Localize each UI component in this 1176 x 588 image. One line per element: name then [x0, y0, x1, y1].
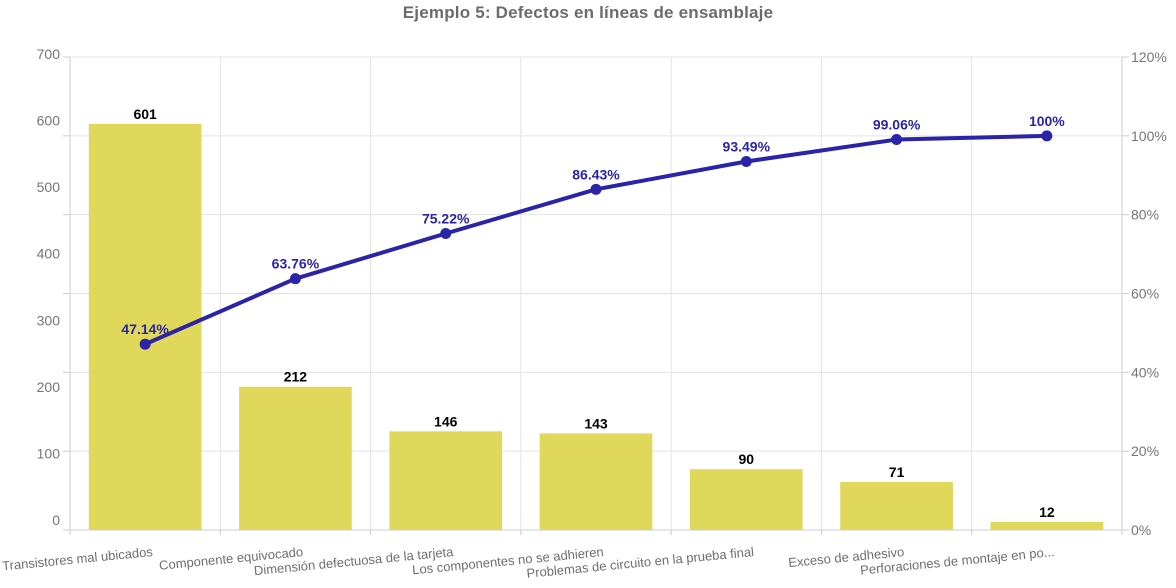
line-point-0[interactable] — [139, 338, 151, 350]
bar-6[interactable] — [990, 521, 1104, 530]
line-point-4[interactable] — [740, 155, 752, 167]
bar-value-label: 71 — [889, 464, 905, 480]
percent-label: 100% — [1029, 113, 1065, 129]
left-axis-label: 200 — [37, 379, 61, 395]
bar-value-label: 90 — [738, 451, 754, 467]
left-axis-label: 0 — [52, 512, 60, 528]
category-label: Transistores mal ubicados — [1, 544, 153, 573]
right-axis-label: 40% — [1131, 364, 1159, 380]
right-axis-label: 120% — [1131, 49, 1167, 65]
line-point-6[interactable] — [1041, 130, 1053, 142]
right-axis-label: 80% — [1131, 207, 1159, 223]
bar-2[interactable] — [389, 431, 503, 530]
bar-value-label: 143 — [584, 415, 608, 431]
left-axis-label: 600 — [37, 113, 61, 129]
percent-label: 86.43% — [572, 166, 620, 182]
right-axis-label: 0% — [1131, 522, 1151, 538]
bar-1[interactable] — [239, 386, 352, 530]
right-axis-label: 60% — [1131, 286, 1159, 302]
left-axis-label: 300 — [37, 312, 61, 328]
bar-value-label: 601 — [133, 106, 157, 122]
bar-value-label: 12 — [1039, 504, 1055, 520]
percent-label: 47.14% — [121, 321, 169, 337]
left-axis-label: 400 — [37, 246, 61, 262]
right-axis-label: 20% — [1131, 443, 1159, 459]
left-axis-label: 700 — [37, 46, 61, 62]
left-axis-label: 500 — [37, 179, 61, 195]
percent-label: 75.22% — [422, 211, 470, 227]
line-point-2[interactable] — [440, 228, 452, 240]
bar-value-label: 146 — [434, 413, 458, 429]
percent-label: 63.76% — [272, 256, 320, 272]
chart-title: Ejemplo 5: Defectos en líneas de ensambl… — [402, 3, 774, 22]
line-point-5[interactable] — [891, 134, 903, 146]
left-axis-label: 100 — [37, 445, 61, 461]
line-point-1[interactable] — [289, 273, 301, 285]
bar-value-label: 212 — [284, 369, 308, 385]
bar-3[interactable] — [539, 433, 653, 530]
percent-label: 93.49% — [723, 138, 771, 154]
percent-label: 99.06% — [873, 117, 921, 133]
line-point-3[interactable] — [590, 183, 602, 195]
bar-5[interactable] — [840, 482, 953, 530]
right-axis-label: 100% — [1131, 128, 1167, 144]
bar-4[interactable] — [689, 469, 803, 530]
